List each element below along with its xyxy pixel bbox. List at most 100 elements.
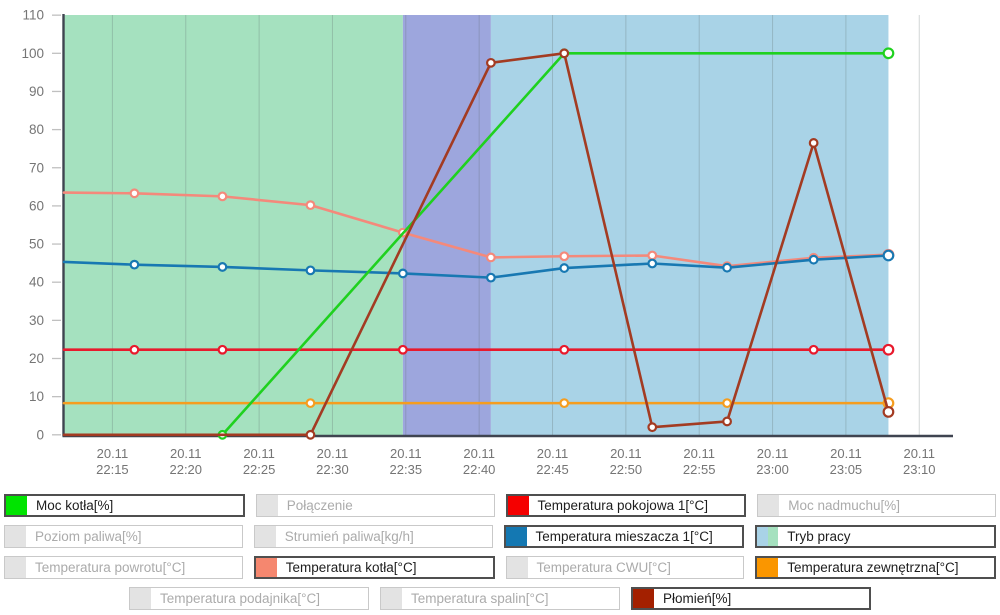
work-mode-chart: 0 10 20 30 40 50 60 70 80 90 100 110 20.11 22:15 20.11… (21, 8, 953, 477)
data-point-marker (305, 265, 316, 276)
work-mode-region-tryb-1 (64, 15, 403, 436)
x-axis-label: 20.11 23:05 (830, 446, 863, 477)
color-swatch (758, 495, 780, 516)
data-point-marker (882, 47, 895, 60)
data-point-marker (559, 344, 570, 355)
legend-item-label: Poziom paliwa[%] (35, 528, 142, 544)
data-point-marker (722, 416, 732, 427)
color-swatch (130, 588, 151, 609)
legend-item-label: Strumień paliwa[kg/h] (284, 528, 414, 544)
y-axis-label: 110 (22, 8, 44, 23)
legend-item-label: Tryb pracy (787, 528, 851, 544)
x-axis-label: 20.11 22:30 (316, 446, 349, 477)
color-swatch (757, 527, 779, 546)
legend-item-temperatura-pokojowa-1-c[interactable]: Temperatura pokojowa 1[°C] (505, 494, 747, 517)
data-point-marker (882, 343, 895, 356)
data-point-marker (882, 406, 895, 418)
y-axis-label: 80 (29, 122, 44, 137)
x-axis-label: 20.11 22:45 (536, 446, 569, 477)
legend-item-label: Temperatura powrotu[°C] (35, 559, 186, 575)
color-swatch (5, 557, 26, 578)
color-swatch (381, 588, 402, 609)
legend-row: Temperatura powrotu[°C] Temperatura kotła… (4, 556, 996, 579)
color-swatch (5, 526, 26, 547)
legend-row: Temperatura podajnika[°C] Temperatura spa… (4, 587, 996, 610)
legend-item-temperatura-cwu-c[interactable]: Temperatura CWU[°C] (505, 556, 745, 579)
legend-row: Moc kotła[%] Połączenie Temperatura pokojo… (4, 494, 996, 517)
legend-item-label: Temperatura zewnętrzna[°C] (787, 559, 959, 575)
data-point-marker (129, 188, 140, 199)
legend-item-temperatura-spalin-c[interactable]: Temperatura spalin[°C] (380, 587, 620, 610)
data-point-marker (559, 263, 570, 273)
x-axis-label: 20.11 22:25 (243, 446, 276, 477)
legend-item-label: Temperatura CWU[°C] (536, 559, 671, 575)
data-point-marker (485, 272, 496, 283)
legend: Moc kotła[%] Połączenie Temperatura pokojo… (4, 494, 996, 610)
data-point-marker (808, 254, 819, 265)
data-point-marker (305, 429, 316, 440)
legend-item-label: Moc kotła[%] (36, 497, 114, 513)
x-axis-label: 20.11 22:55 (683, 446, 716, 477)
color-swatch (633, 589, 654, 608)
y-axis-label: 60 (29, 198, 44, 213)
legend-item-tryb-pracy[interactable]: Tryb pracy (755, 525, 996, 548)
legend-item-label: Temperatura podajnika[°C] (160, 590, 320, 606)
data-point-marker (722, 398, 732, 409)
legend-item-strumien-paliwa-kg-h[interactable]: Strumień paliwa[kg/h] (253, 525, 493, 548)
legend-item-label: Temperatura mieszacza 1[°C] (535, 528, 713, 544)
legend-item-label: Temperatura spalin[°C] (411, 590, 549, 606)
x-axis-label: 20.11 22:35 (390, 446, 423, 477)
legend-item-label: Połączenie (286, 497, 353, 513)
y-axis-label: 30 (29, 313, 44, 328)
x-axis-label: 20.11 22:15 (96, 446, 129, 477)
legend-item-temperatura-powrotu-c[interactable]: Temperatura powrotu[°C] (4, 556, 243, 579)
legend-item-polaczenie[interactable]: Połączenie (255, 494, 495, 517)
legend-item-label: Płomień[%] (663, 590, 732, 606)
data-point-marker (217, 262, 228, 272)
x-axis-label: 20.11 22:40 (463, 446, 496, 477)
y-axis-label: 100 (21, 46, 44, 61)
legend-item-temperatura-mieszacza-1-c[interactable]: Temperatura mieszacza 1[°C] (503, 525, 745, 548)
data-point-marker (647, 258, 658, 269)
data-point-marker (217, 191, 228, 202)
data-point-marker (397, 344, 408, 355)
legend-item-plomien[interactable]: Płomień[%] (631, 587, 871, 610)
legend-item-moc-kotla[interactable]: Moc kotła[%] (4, 494, 245, 517)
color-swatch (506, 557, 528, 578)
legend-item-poziom-paliwa[interactable]: Poziom paliwa[%] (4, 525, 243, 548)
color-swatch (255, 558, 277, 577)
y-axis-label: 0 (36, 427, 44, 442)
legend-item-label: Moc nadmuchu[%] (788, 497, 901, 513)
y-axis-label: 20 (29, 351, 44, 366)
color-swatch (757, 558, 779, 577)
legend-row: Poziom paliwa[%] Strumień paliwa[kg/h] Tem… (4, 525, 996, 548)
y-axis-label: 40 (29, 275, 44, 290)
data-point-marker (397, 268, 408, 279)
data-point-marker (129, 344, 140, 355)
series-line (62, 52, 890, 437)
data-point-marker (217, 344, 228, 355)
data-point-marker (559, 48, 570, 59)
legend-item-temperatura-zewnetrzna-c[interactable]: Temperatura zewnętrzna[°C] (755, 556, 996, 579)
data-point-marker (559, 251, 570, 262)
y-axis-label: 10 (29, 389, 44, 404)
chart: 0 10 20 30 40 50 60 70 80 90 100 110 20.11 22:15 20.11… (21, 8, 953, 477)
color-swatch (505, 527, 527, 546)
legend-item-temperatura-podajnika-c[interactable]: Temperatura podajnika[°C] (129, 587, 369, 610)
color-swatch (254, 526, 276, 547)
data-point-marker (808, 138, 819, 148)
data-point-marker (305, 398, 316, 409)
data-point-marker (485, 57, 496, 68)
x-axis-label: 20.11 23:10 (903, 446, 936, 477)
data-point-marker (722, 262, 732, 273)
color-swatch (507, 496, 529, 515)
legend-item-temperatura-kotla-c[interactable]: Temperatura kotła[°C] (253, 556, 495, 579)
legend-item-label: Temperatura kotła[°C] (285, 559, 417, 575)
legend-item-moc-nadmuchu[interactable]: Moc nadmuchu[%] (757, 494, 996, 517)
data-point-marker (129, 259, 140, 270)
data-point-marker (647, 422, 658, 433)
color-swatch (6, 496, 27, 515)
data-point-marker (647, 250, 658, 261)
x-axis-label: 20.11 22:50 (610, 446, 643, 477)
